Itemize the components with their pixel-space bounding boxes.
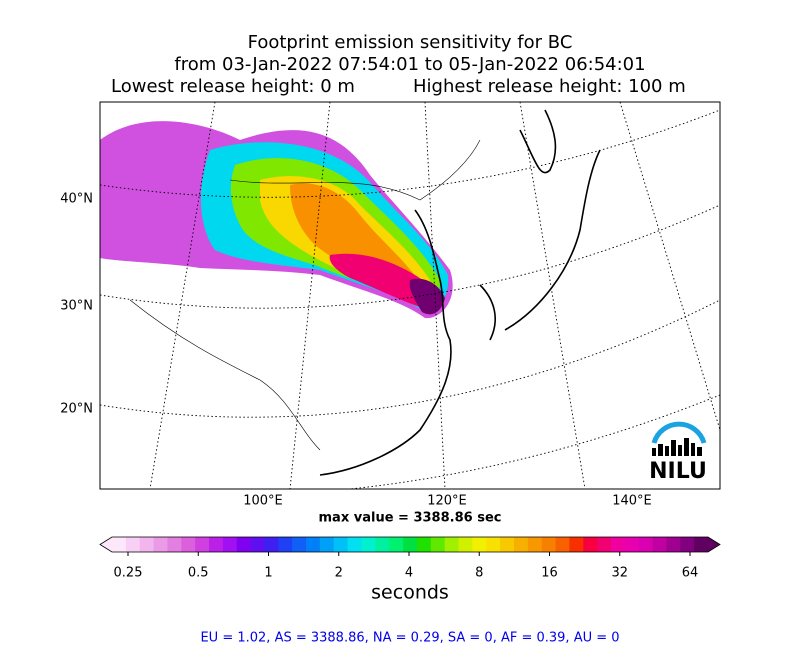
colorbar: 0.25 0.5 1 2 4 8 16 32 64 [99,536,721,581]
colorbar-segment [569,537,584,552]
colorbar-label: seconds [371,582,449,604]
colorbar-segment [430,537,446,552]
colorbar-tick-label: 16 [541,566,558,581]
colorbar-segment [264,537,279,552]
colorbar-segment [472,537,487,552]
colorbar-segment [486,537,501,552]
colorbar-segment [306,537,321,552]
colorbar-segment [167,537,182,552]
colorbar-segment [444,537,459,552]
lat-label: 30°N [60,299,93,314]
colorbar-segment [416,537,432,552]
map-frame [99,101,721,490]
colorbar-segment [652,537,667,552]
summary: EU = 1.02, AS = 3388.86, NA = 0.29, SA =… [200,631,619,646]
colorbar-segment [236,537,252,552]
colorbar-segment [458,537,473,552]
colorbar-tick-label: 4 [405,566,413,581]
colorbar-segment [694,537,709,552]
release-lowest: Lowest release height: 0 m [111,76,355,97]
colorbar-segment [278,537,293,552]
colorbar-tick-label: 0.5 [188,566,209,581]
colorbar-outline [99,536,721,553]
logo-text: NILU [649,459,707,484]
colorbar-segment [680,537,695,552]
colorbar-segment [513,537,529,552]
borders [129,139,481,451]
colorbar-segment [666,537,681,552]
logo: NILU [649,421,707,484]
colorbar-segment [292,537,307,552]
colorbar-tick-label: 32 [611,566,628,581]
subtitle: from 03-Jan-2022 07:54:01 to 05-Jan-2022… [174,54,645,75]
colorbar-segment [555,537,570,552]
max-value: max value = 3388.86 sec [319,511,502,526]
lon-label: 120°E [427,494,467,509]
colorbar-segment [638,537,653,552]
graticule [100,102,720,489]
colorbar-tick-label: 2 [335,566,343,581]
release-highest: Highest release height: 100 m [413,76,686,97]
colorbar-tick-label: 1 [264,566,272,581]
colorbar-segment [181,537,196,552]
colorbar-segment [583,537,598,552]
colorbar-segment [195,537,210,552]
map: NILU [100,102,720,489]
colorbar-segment [222,537,238,552]
colorbar-segment [527,537,543,552]
lon-label: 140°E [612,494,652,509]
colorbar-segment [403,537,418,552]
colorbar-segment [153,537,168,552]
colorbar-segment [319,537,335,552]
colorbar-segment [500,537,515,552]
colorbar-segment [597,537,612,552]
colorbar-segment [624,537,640,552]
coastline [319,109,601,476]
colorbar-segment [139,537,154,552]
colorbar-under [100,537,112,552]
colorbar-segment [333,537,349,552]
colorbar-tick-label: 8 [475,566,483,581]
lat-label: 20°N [60,402,93,417]
colorbar-segment [610,537,626,552]
colorbar-tick-label: 0.25 [114,566,143,581]
colorbar-segment [347,537,362,552]
colorbar-segment [112,537,127,552]
colorbar-segment [361,537,376,552]
colorbar-segment [250,537,265,552]
colorbar-segment [125,537,141,552]
colorbar-over [708,537,720,552]
title: Footprint emission sensitivity for BC [248,32,573,53]
colorbar-segment [375,537,390,552]
lat-label: 40°N [60,192,93,207]
lon-label: 100°E [243,494,283,509]
colorbar-segment [389,537,404,552]
plume [100,121,453,319]
colorbar-segment [541,537,556,552]
colorbar-tick-label: 64 [682,566,699,581]
colorbar-segment [209,537,224,552]
